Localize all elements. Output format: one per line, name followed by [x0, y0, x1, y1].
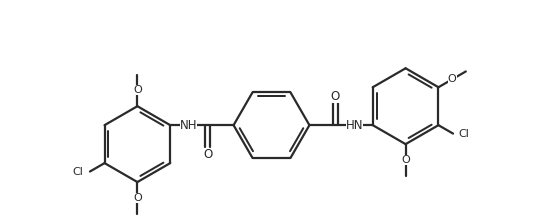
- Text: NH: NH: [180, 119, 198, 132]
- Text: O: O: [203, 148, 212, 161]
- Text: Cl: Cl: [73, 166, 84, 177]
- Text: O: O: [401, 155, 410, 165]
- Text: Cl: Cl: [458, 129, 469, 139]
- Text: O: O: [448, 74, 457, 84]
- Text: O: O: [331, 90, 340, 103]
- Text: HN: HN: [345, 119, 363, 132]
- Text: O: O: [133, 85, 142, 95]
- Text: O: O: [133, 193, 142, 203]
